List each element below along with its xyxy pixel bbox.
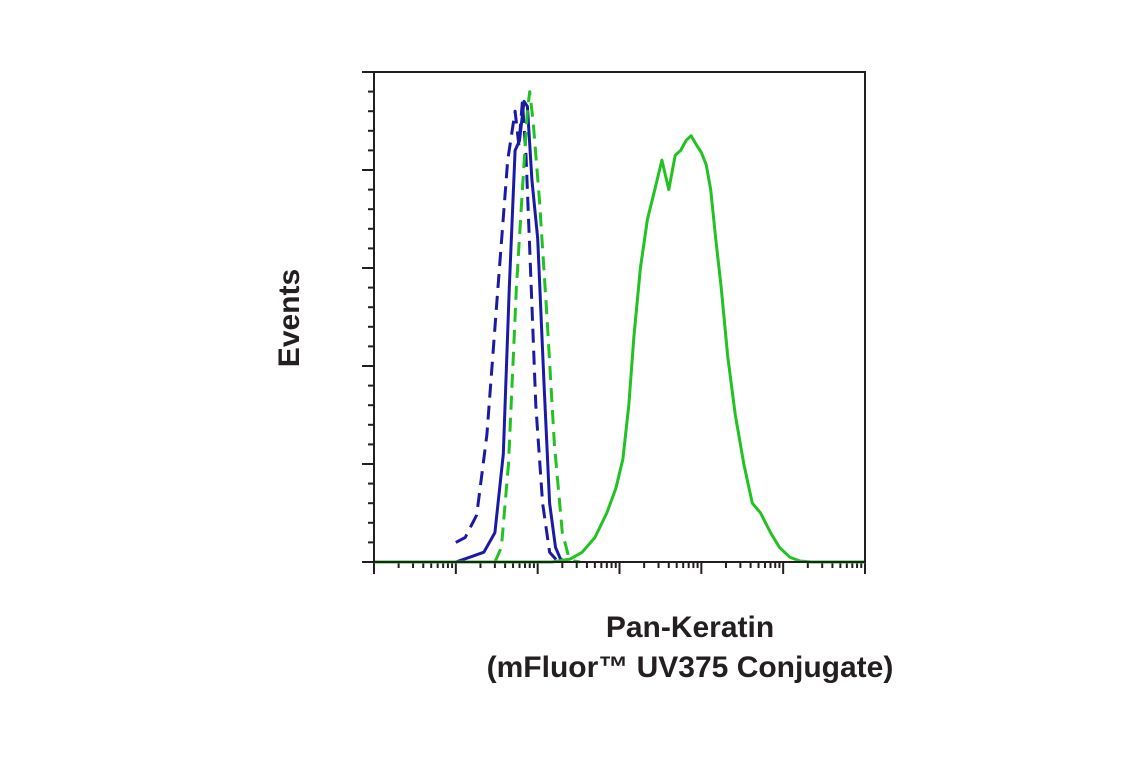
series-line-4	[374, 134, 865, 564]
y-axis-ticks	[362, 71, 374, 563]
series-line-3	[493, 90, 581, 564]
x-axis-ticks	[373, 562, 866, 574]
x-axis-label: Pan-Keratin (mFluor™ UV375 Conjugate)	[320, 608, 1060, 688]
plot-frame	[373, 71, 866, 563]
x-axis-label-line2: (mFluor™ UV375 Conjugate)	[486, 651, 894, 684]
series-line-1	[455, 99, 563, 564]
y-axis-label: Events	[273, 268, 306, 368]
series-lines	[374, 90, 865, 564]
series-line-2	[455, 99, 567, 564]
x-axis-label-line1: Pan-Keratin	[605, 611, 775, 644]
